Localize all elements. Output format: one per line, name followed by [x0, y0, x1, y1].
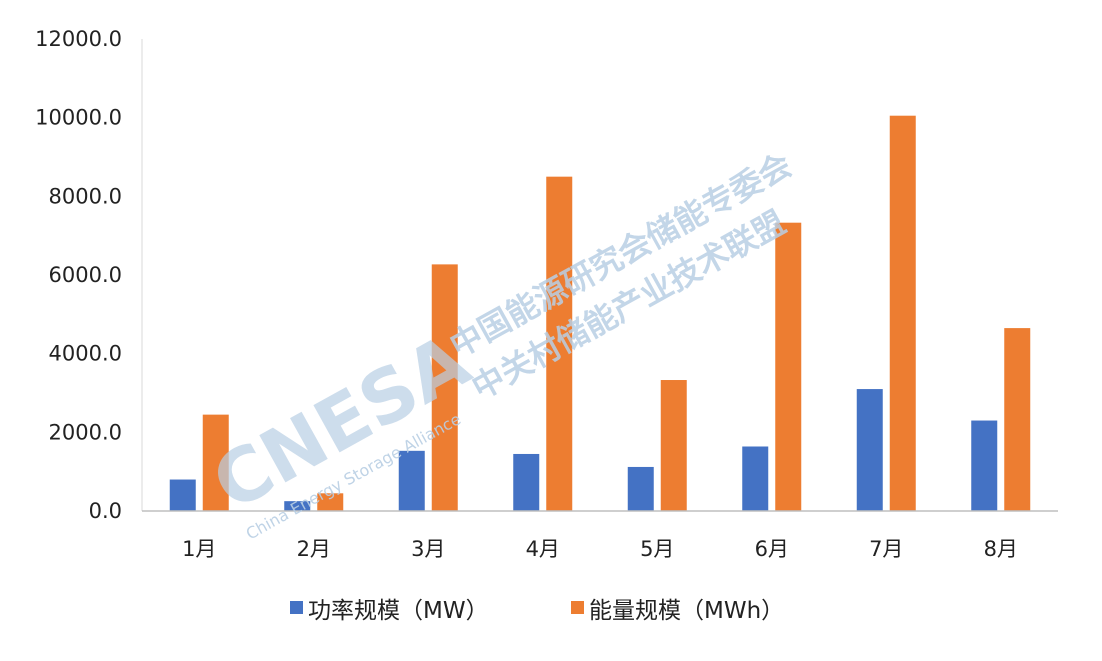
y-tick-label: 10000.0: [35, 106, 122, 130]
bar-energy-5: [660, 380, 687, 511]
x-axis: 1月 2月 3月 4月 5月 6月 7月 8月: [142, 510, 1058, 561]
bar-energy-4: [546, 176, 573, 511]
bar-energy-6: [775, 222, 802, 512]
legend-label-power: 功率规模（MW）: [308, 598, 489, 624]
legend-label-energy: 能量规模（MWh）: [589, 598, 784, 624]
bar-power-4: [513, 453, 540, 511]
x-tick-label: 5月: [640, 537, 674, 561]
x-tick-label: 3月: [411, 537, 445, 561]
bar-power-6: [742, 446, 769, 511]
bar-energy-3: [431, 264, 458, 511]
legend-swatch-power: [290, 601, 303, 614]
y-tick-label: 12000.0: [35, 27, 122, 51]
legend-swatch-energy: [571, 601, 584, 614]
x-tick-label: 4月: [526, 537, 560, 561]
y-tick-label: 6000.0: [49, 263, 122, 287]
bar-energy-1: [202, 414, 229, 511]
y-tick-label: 0.0: [89, 499, 122, 523]
y-axis: 0.0 2000.0 4000.0 6000.0 8000.0 10000.0 12000.…: [35, 27, 143, 523]
bar-power-3: [398, 450, 425, 511]
bar-energy-2: [317, 493, 344, 511]
y-tick-label: 4000.0: [49, 342, 122, 366]
bar-power-1: [169, 479, 196, 511]
y-tick-label: 8000.0: [49, 184, 122, 208]
bar-energy-8: [1004, 328, 1031, 511]
bars: [169, 115, 1031, 512]
bar-energy-7: [889, 115, 916, 511]
bar-power-5: [627, 466, 654, 511]
x-tick-label: 6月: [755, 537, 789, 561]
x-tick-label: 8月: [984, 537, 1018, 561]
bar-power-8: [971, 420, 998, 511]
y-tick-label: 2000.0: [49, 420, 122, 444]
bar-power-2: [284, 501, 311, 511]
legend: 功率规模（MW） 能量规模（MWh）: [290, 598, 784, 624]
bar-power-7: [856, 389, 883, 511]
x-tick-label: 2月: [297, 537, 331, 561]
x-tick-label: 1月: [182, 537, 216, 561]
x-tick-label: 7月: [869, 537, 903, 561]
